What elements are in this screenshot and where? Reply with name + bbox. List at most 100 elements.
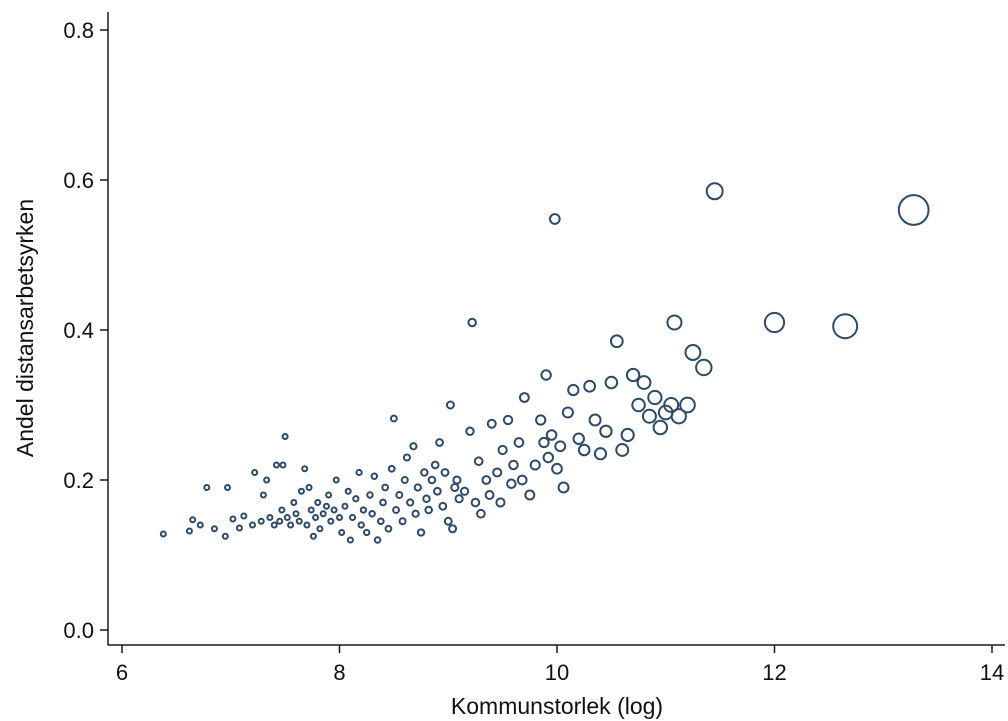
data-point — [377, 517, 385, 526]
y-tick-label: 0.6 — [63, 168, 94, 193]
data-point — [577, 443, 591, 457]
data-point — [495, 497, 506, 508]
data-point — [336, 514, 343, 521]
data-point — [508, 459, 519, 471]
y-tick-label: 0.4 — [63, 318, 94, 343]
data-point — [402, 453, 411, 462]
data-point — [312, 514, 320, 521]
bubble-layer — [159, 182, 930, 544]
data-point — [542, 451, 555, 464]
data-point — [338, 529, 346, 536]
data-point — [290, 499, 298, 506]
data-point — [763, 311, 786, 334]
data-point — [445, 400, 455, 410]
data-point — [307, 506, 315, 514]
data-point — [292, 510, 300, 518]
data-point — [297, 487, 305, 495]
data-point — [538, 436, 550, 449]
data-point — [448, 524, 458, 534]
data-point — [513, 437, 525, 448]
data-point — [330, 506, 338, 514]
data-point — [379, 498, 387, 507]
data-point — [332, 476, 340, 484]
data-point — [348, 513, 357, 522]
data-point — [450, 482, 460, 493]
data-point — [303, 521, 311, 529]
data-point — [266, 514, 274, 521]
y-tick-label: 0.8 — [63, 18, 94, 43]
data-point — [424, 505, 433, 515]
data-point — [373, 536, 382, 544]
data-point — [278, 506, 286, 514]
data-point — [484, 490, 495, 500]
data-point — [593, 447, 608, 461]
data-point — [473, 456, 484, 467]
data-point — [548, 213, 561, 225]
data-point — [413, 483, 422, 492]
data-point — [281, 433, 289, 440]
data-point — [502, 414, 514, 426]
data-point — [631, 397, 646, 413]
data-point — [316, 525, 324, 533]
data-point — [314, 499, 322, 506]
data-point — [459, 486, 470, 496]
data-point — [467, 317, 477, 328]
data-point — [301, 465, 309, 473]
data-point — [344, 487, 352, 495]
data-point — [185, 527, 193, 535]
x-axis-ticks: 6 8 10 12 14 — [116, 645, 1004, 685]
data-point — [554, 440, 567, 453]
data-point — [652, 419, 669, 436]
data-point — [384, 524, 393, 533]
data-point — [695, 358, 713, 377]
data-point — [524, 489, 536, 501]
data-point — [684, 344, 702, 361]
data-point — [636, 375, 652, 390]
x-tick-label: 12 — [762, 660, 786, 685]
data-point — [470, 497, 481, 508]
data-point — [625, 367, 641, 383]
data-point — [279, 461, 287, 469]
data-point — [295, 517, 303, 525]
data-point — [251, 469, 259, 476]
data-point — [229, 515, 237, 523]
data-point — [411, 509, 420, 518]
data-point — [679, 396, 696, 414]
data-point — [309, 532, 317, 540]
data-point — [159, 530, 167, 538]
data-point — [346, 536, 354, 544]
data-point — [270, 521, 278, 529]
data-point — [381, 483, 390, 492]
data-point — [259, 491, 267, 499]
data-point — [370, 472, 379, 481]
data-point — [440, 468, 450, 477]
data-point — [235, 524, 243, 532]
y-tick-label: 0.2 — [63, 468, 94, 493]
data-point — [666, 314, 683, 331]
data-point — [406, 498, 415, 507]
data-point — [433, 486, 442, 496]
data-point — [203, 484, 211, 491]
data-point — [249, 521, 256, 529]
data-point — [545, 429, 558, 441]
data-point — [476, 508, 486, 519]
data-point — [240, 512, 248, 520]
data-point — [535, 414, 547, 426]
data-point — [557, 481, 570, 494]
data-point — [392, 506, 400, 514]
x-tick-label: 10 — [545, 660, 569, 685]
data-point — [832, 313, 859, 340]
data-point — [272, 461, 280, 469]
data-point — [305, 484, 313, 491]
data-point — [506, 478, 517, 489]
data-point — [366, 491, 374, 499]
data-point — [465, 426, 475, 436]
data-point — [387, 464, 396, 473]
data-point — [276, 517, 284, 525]
data-point — [420, 468, 429, 477]
x-tick-label: 6 — [116, 660, 128, 685]
data-point — [663, 397, 680, 413]
data-point — [583, 379, 597, 393]
data-point — [359, 506, 368, 514]
data-point — [551, 462, 563, 475]
